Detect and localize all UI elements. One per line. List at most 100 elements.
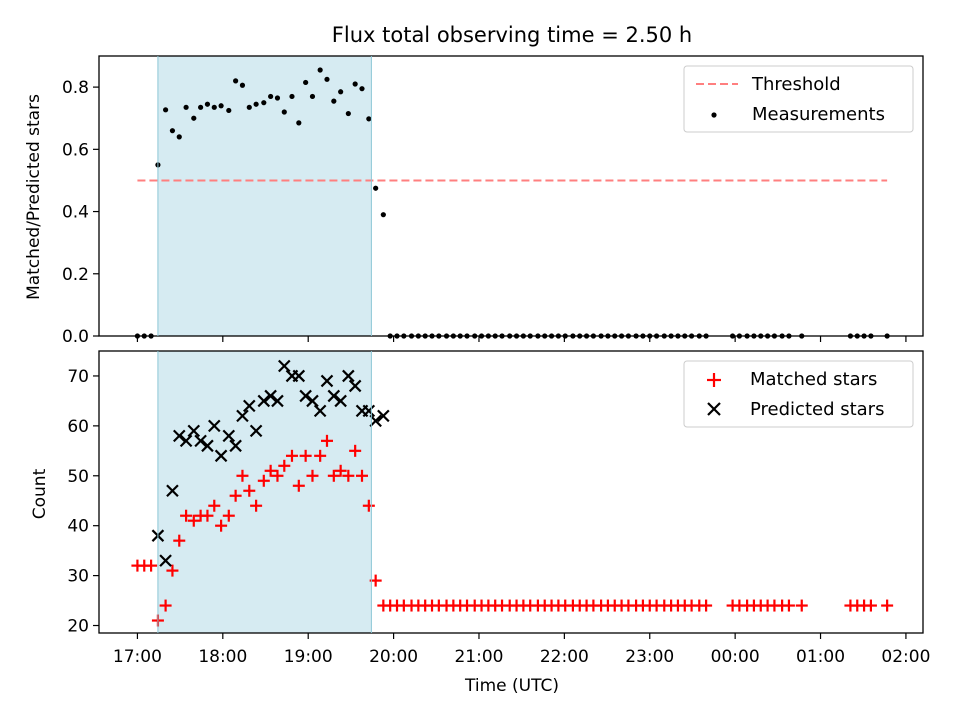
- predicted-star-point: [362, 404, 376, 418]
- predicted-star-point: [313, 404, 327, 418]
- predicted-star-point: [271, 394, 284, 408]
- measurement-point: [309, 93, 316, 100]
- matched-star-point: [229, 489, 242, 502]
- measurement-point: [296, 120, 302, 126]
- bottom-axes-frame: [98, 350, 924, 634]
- predicted-star-point: [172, 429, 186, 443]
- x-tick-label: 19:00: [284, 647, 333, 667]
- x-tick-label: 00:00: [711, 647, 760, 667]
- top-highlight-span: [157, 56, 372, 336]
- y-tick-label: 0.8: [62, 78, 89, 98]
- predicted-star-point: [243, 399, 256, 413]
- matched-star-point: [362, 499, 375, 512]
- predicted-star-point: [179, 434, 193, 448]
- matched-star-point: [257, 474, 270, 487]
- y-tick-label: 0.6: [62, 140, 89, 160]
- x-tick-label: 02:00: [881, 647, 930, 667]
- matched-star-point: [285, 449, 298, 462]
- matched-star-point: [327, 469, 340, 482]
- y-tick-label: 50: [67, 467, 89, 487]
- predicted-star-point: [377, 409, 390, 423]
- matched-star-point: [187, 514, 200, 527]
- predicted-star-point: [222, 429, 236, 443]
- predicted-star-point: [306, 394, 319, 408]
- measurement-point: [261, 100, 267, 106]
- matched-star-point: [306, 469, 319, 482]
- measurement-point: [317, 67, 323, 73]
- measurement-point: [303, 79, 309, 86]
- top-axes-frame: [98, 55, 924, 337]
- bottom-highlight-span: [157, 351, 372, 633]
- measurement-point: [163, 107, 169, 113]
- matched-star-point: [173, 534, 186, 547]
- predicted-star-point: [166, 484, 179, 498]
- predicted-star-point: [207, 419, 221, 433]
- y-tick-label: 0.0: [62, 327, 89, 347]
- y-tick-label: 40: [67, 517, 89, 537]
- matched-star-point: [222, 509, 235, 522]
- measurement-point: [373, 185, 379, 191]
- measurement-point: [204, 101, 211, 107]
- measurement-point: [331, 98, 337, 104]
- y-tick-label: 60: [67, 417, 89, 437]
- predicted-star-point: [278, 359, 291, 373]
- matched-star-point: [292, 479, 305, 492]
- x-tick-label: 20:00: [369, 647, 418, 667]
- measurement-point: [211, 104, 217, 110]
- bottom-marks: [131, 359, 894, 627]
- matched-star-point: [342, 469, 355, 482]
- top-xticks: [136, 336, 907, 342]
- predicted-star-point: [327, 389, 341, 403]
- legend-predicted-swatch: [707, 402, 721, 416]
- predicted-star-point: [229, 439, 242, 453]
- legend-measurements-label: Measurements: [752, 104, 885, 125]
- x-tick-label: 22:00: [540, 647, 589, 667]
- measurement-point: [359, 86, 365, 92]
- measurement-point: [274, 95, 281, 101]
- measurement-point: [218, 103, 224, 109]
- chart-title: Flux total observing time = 2.50 h: [332, 23, 692, 47]
- predicted-star-point: [369, 414, 382, 428]
- matched-star-point: [201, 509, 214, 522]
- matched-star-point: [243, 484, 256, 497]
- y-tick-label: 0.4: [62, 203, 89, 223]
- measurement-point: [198, 104, 204, 110]
- matched-star-point: [166, 564, 179, 577]
- bottom-xticks: 17:00 18:00 19:00 20:00 21:00 22:00 23:00 00:00…: [113, 633, 930, 667]
- predicted-star-point: [194, 434, 207, 448]
- bottom-panel: 20 30 40 50 60 70 17:00 18:00 19:00 20:00 21:00 22…: [30, 350, 930, 696]
- predicted-star-point: [264, 389, 277, 403]
- bottom-yticks: 20 30 40 50 60 70: [67, 367, 99, 637]
- measurement-point: [191, 115, 197, 121]
- measurement-point: [380, 212, 386, 218]
- matched-star-point: [215, 519, 228, 532]
- top-legend-box: [683, 65, 914, 133]
- y-tick-label: 20: [67, 617, 89, 637]
- matched-star-point: [264, 464, 277, 477]
- measurement-point: [233, 78, 239, 84]
- measurement-point: [176, 134, 182, 140]
- matched-star-point: [782, 599, 795, 612]
- measurement-point: [183, 104, 189, 110]
- measurement-point: [345, 110, 351, 117]
- predicted-star-point: [342, 369, 355, 383]
- x-tick-label: 23:00: [625, 647, 674, 667]
- predicted-star-point: [214, 449, 228, 463]
- matched-star-point: [278, 459, 291, 472]
- measurement-point: [366, 116, 372, 122]
- matched-star-point: [881, 599, 894, 612]
- x-tick-label: 01:00: [796, 647, 845, 667]
- matched-star-point: [355, 469, 368, 482]
- bottom-ylabel: Count: [30, 468, 50, 519]
- matched-star-point: [145, 559, 158, 572]
- measurement-point: [338, 89, 344, 95]
- measurement-point: [352, 81, 358, 87]
- top-yticks: 0.0 0.2 0.4 0.6 0.8: [62, 78, 99, 347]
- matched-star-point: [864, 599, 877, 612]
- predicted-star-point: [299, 389, 312, 403]
- matched-star-point: [208, 499, 221, 512]
- measurement-point: [268, 93, 274, 100]
- matched-star-point: [250, 499, 263, 512]
- measurement-point: [324, 76, 330, 82]
